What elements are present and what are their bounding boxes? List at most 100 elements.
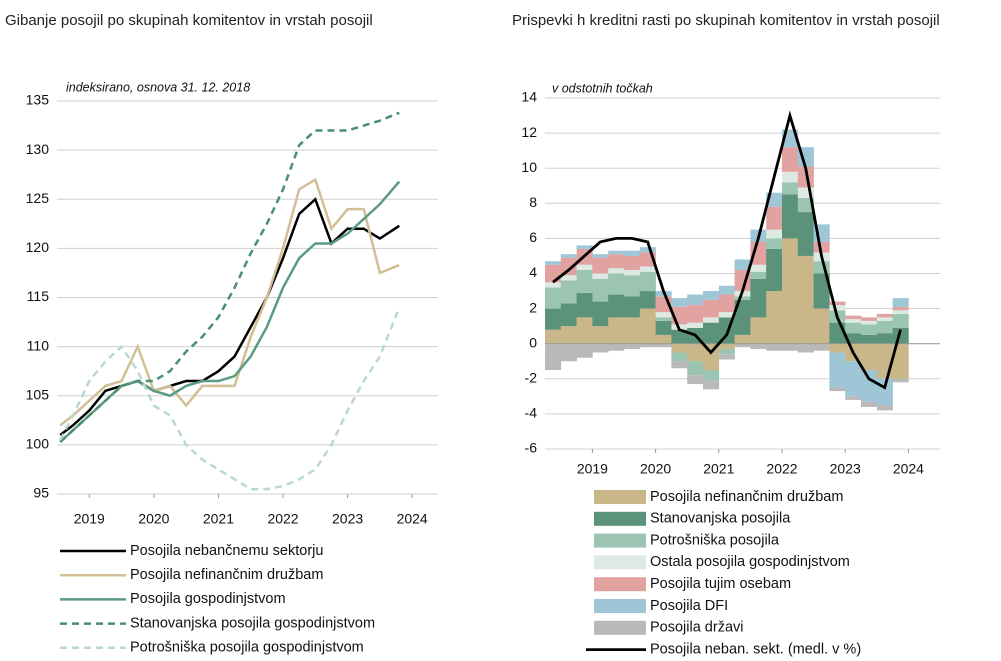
bar-segment — [703, 299, 720, 318]
y-tick-label: 2 — [529, 299, 537, 315]
bar-segment — [545, 343, 562, 371]
x-tick-label: 2021 — [203, 511, 234, 527]
bar-segment — [608, 317, 625, 344]
bar-segment — [829, 387, 846, 392]
bar-segment — [639, 291, 656, 309]
legend-label: Posojila tujim osebam — [650, 576, 791, 592]
bar-segment — [797, 212, 814, 256]
bar-segment — [861, 324, 878, 335]
x-tick-label: 2022 — [267, 511, 298, 527]
bar-segment — [624, 255, 641, 270]
bar-segment — [655, 317, 672, 321]
legend-label: Stanovanjska posojila — [650, 511, 791, 527]
legend-swatch — [594, 577, 646, 592]
x-tick-label: 2019 — [74, 511, 105, 527]
legend-label: Potrošniška posojila gospodinjstvom — [130, 640, 364, 656]
bar-segment — [639, 271, 656, 292]
bar-segment — [703, 291, 720, 300]
bar-segment — [608, 343, 625, 351]
bar-segment — [608, 250, 625, 255]
bar-segment — [782, 343, 799, 351]
bar-segment — [576, 264, 593, 270]
y-tick-label: 95 — [33, 485, 49, 501]
annotation: indeksirano, osnova 31. 12. 2018 — [66, 80, 250, 94]
bar-segment — [576, 269, 593, 293]
bar-segment — [671, 298, 688, 307]
y-tick-label: 14 — [521, 89, 537, 105]
bar-segment — [892, 313, 909, 328]
bar-segment — [861, 334, 878, 344]
bar-segment — [861, 343, 878, 371]
bar-segment — [687, 375, 704, 385]
bar-segment — [845, 361, 862, 397]
x-tick-label: 2020 — [640, 461, 671, 477]
legend-label: Posojila gospodinjstvom — [130, 591, 286, 607]
bar-segment — [813, 261, 830, 274]
bar-segment — [861, 370, 878, 402]
bar-segment — [797, 187, 814, 199]
bar-segment — [655, 320, 672, 335]
bar-segment — [639, 343, 656, 348]
bar-segment — [576, 317, 593, 344]
bar-segment — [545, 308, 562, 330]
x-tick-label: 2023 — [830, 461, 861, 477]
y-tick-label: -4 — [525, 405, 538, 421]
bar-segment — [813, 273, 830, 309]
legend-label: Posojila DFI — [650, 598, 728, 614]
bar-segment — [671, 352, 688, 362]
bar-segment — [766, 291, 783, 344]
bar-segment — [734, 343, 751, 348]
x-tick-label: 2019 — [577, 461, 608, 477]
bar-segment — [608, 294, 625, 318]
bar-segment — [639, 266, 656, 272]
y-tick-label: 4 — [529, 264, 537, 280]
bar-segment — [861, 401, 878, 407]
bar-segment — [750, 343, 767, 349]
bar-segment — [782, 238, 799, 344]
bar-segment — [545, 261, 562, 265]
bar-segment — [592, 301, 609, 327]
bar-segment — [576, 292, 593, 318]
bar-segment — [655, 312, 672, 318]
legend-label: Ostala posojila gospodinjstvom — [650, 554, 850, 570]
bar-segment — [876, 313, 893, 318]
bar-segment — [782, 171, 799, 183]
bar-segment — [624, 343, 641, 349]
bar-segment — [718, 348, 735, 355]
bar-segment — [655, 343, 672, 348]
bar-segment — [813, 308, 830, 344]
bar-segment — [592, 273, 609, 279]
bar-segment — [718, 312, 735, 318]
bar-segment — [703, 317, 720, 323]
y-tick-label: -6 — [525, 440, 538, 456]
bar-segment — [624, 269, 641, 276]
bar-segment — [876, 317, 893, 321]
legend-swatch — [594, 533, 646, 548]
bar-segment — [592, 343, 609, 353]
bar-segment — [608, 254, 625, 269]
annotation: v odstotnih točkah — [552, 81, 653, 95]
legend-swatch — [594, 511, 646, 526]
bar-segment — [829, 352, 846, 388]
bar-segment — [718, 294, 735, 313]
y-tick-label: 100 — [26, 436, 50, 452]
bar-segment — [845, 319, 862, 323]
x-tick-label: 2021 — [703, 461, 734, 477]
bar-segment — [797, 198, 814, 213]
bar-segment — [576, 343, 593, 358]
y-tick-label: 125 — [26, 190, 50, 206]
legend-swatch — [594, 620, 646, 635]
bar-segment — [560, 257, 577, 276]
bar-segment — [845, 322, 862, 334]
bar-segment — [576, 245, 593, 249]
bar-segment — [892, 310, 909, 314]
x-tick-label: 2020 — [138, 511, 169, 527]
bar-segment — [734, 296, 751, 300]
bar-segment — [624, 250, 641, 256]
y-tick-label: 110 — [27, 337, 50, 353]
series-line — [59, 177, 400, 427]
y-tick-label: 105 — [26, 386, 50, 402]
y-tick-label: 6 — [529, 229, 537, 245]
bar-segment — [703, 322, 720, 344]
bar-segment — [876, 333, 893, 344]
